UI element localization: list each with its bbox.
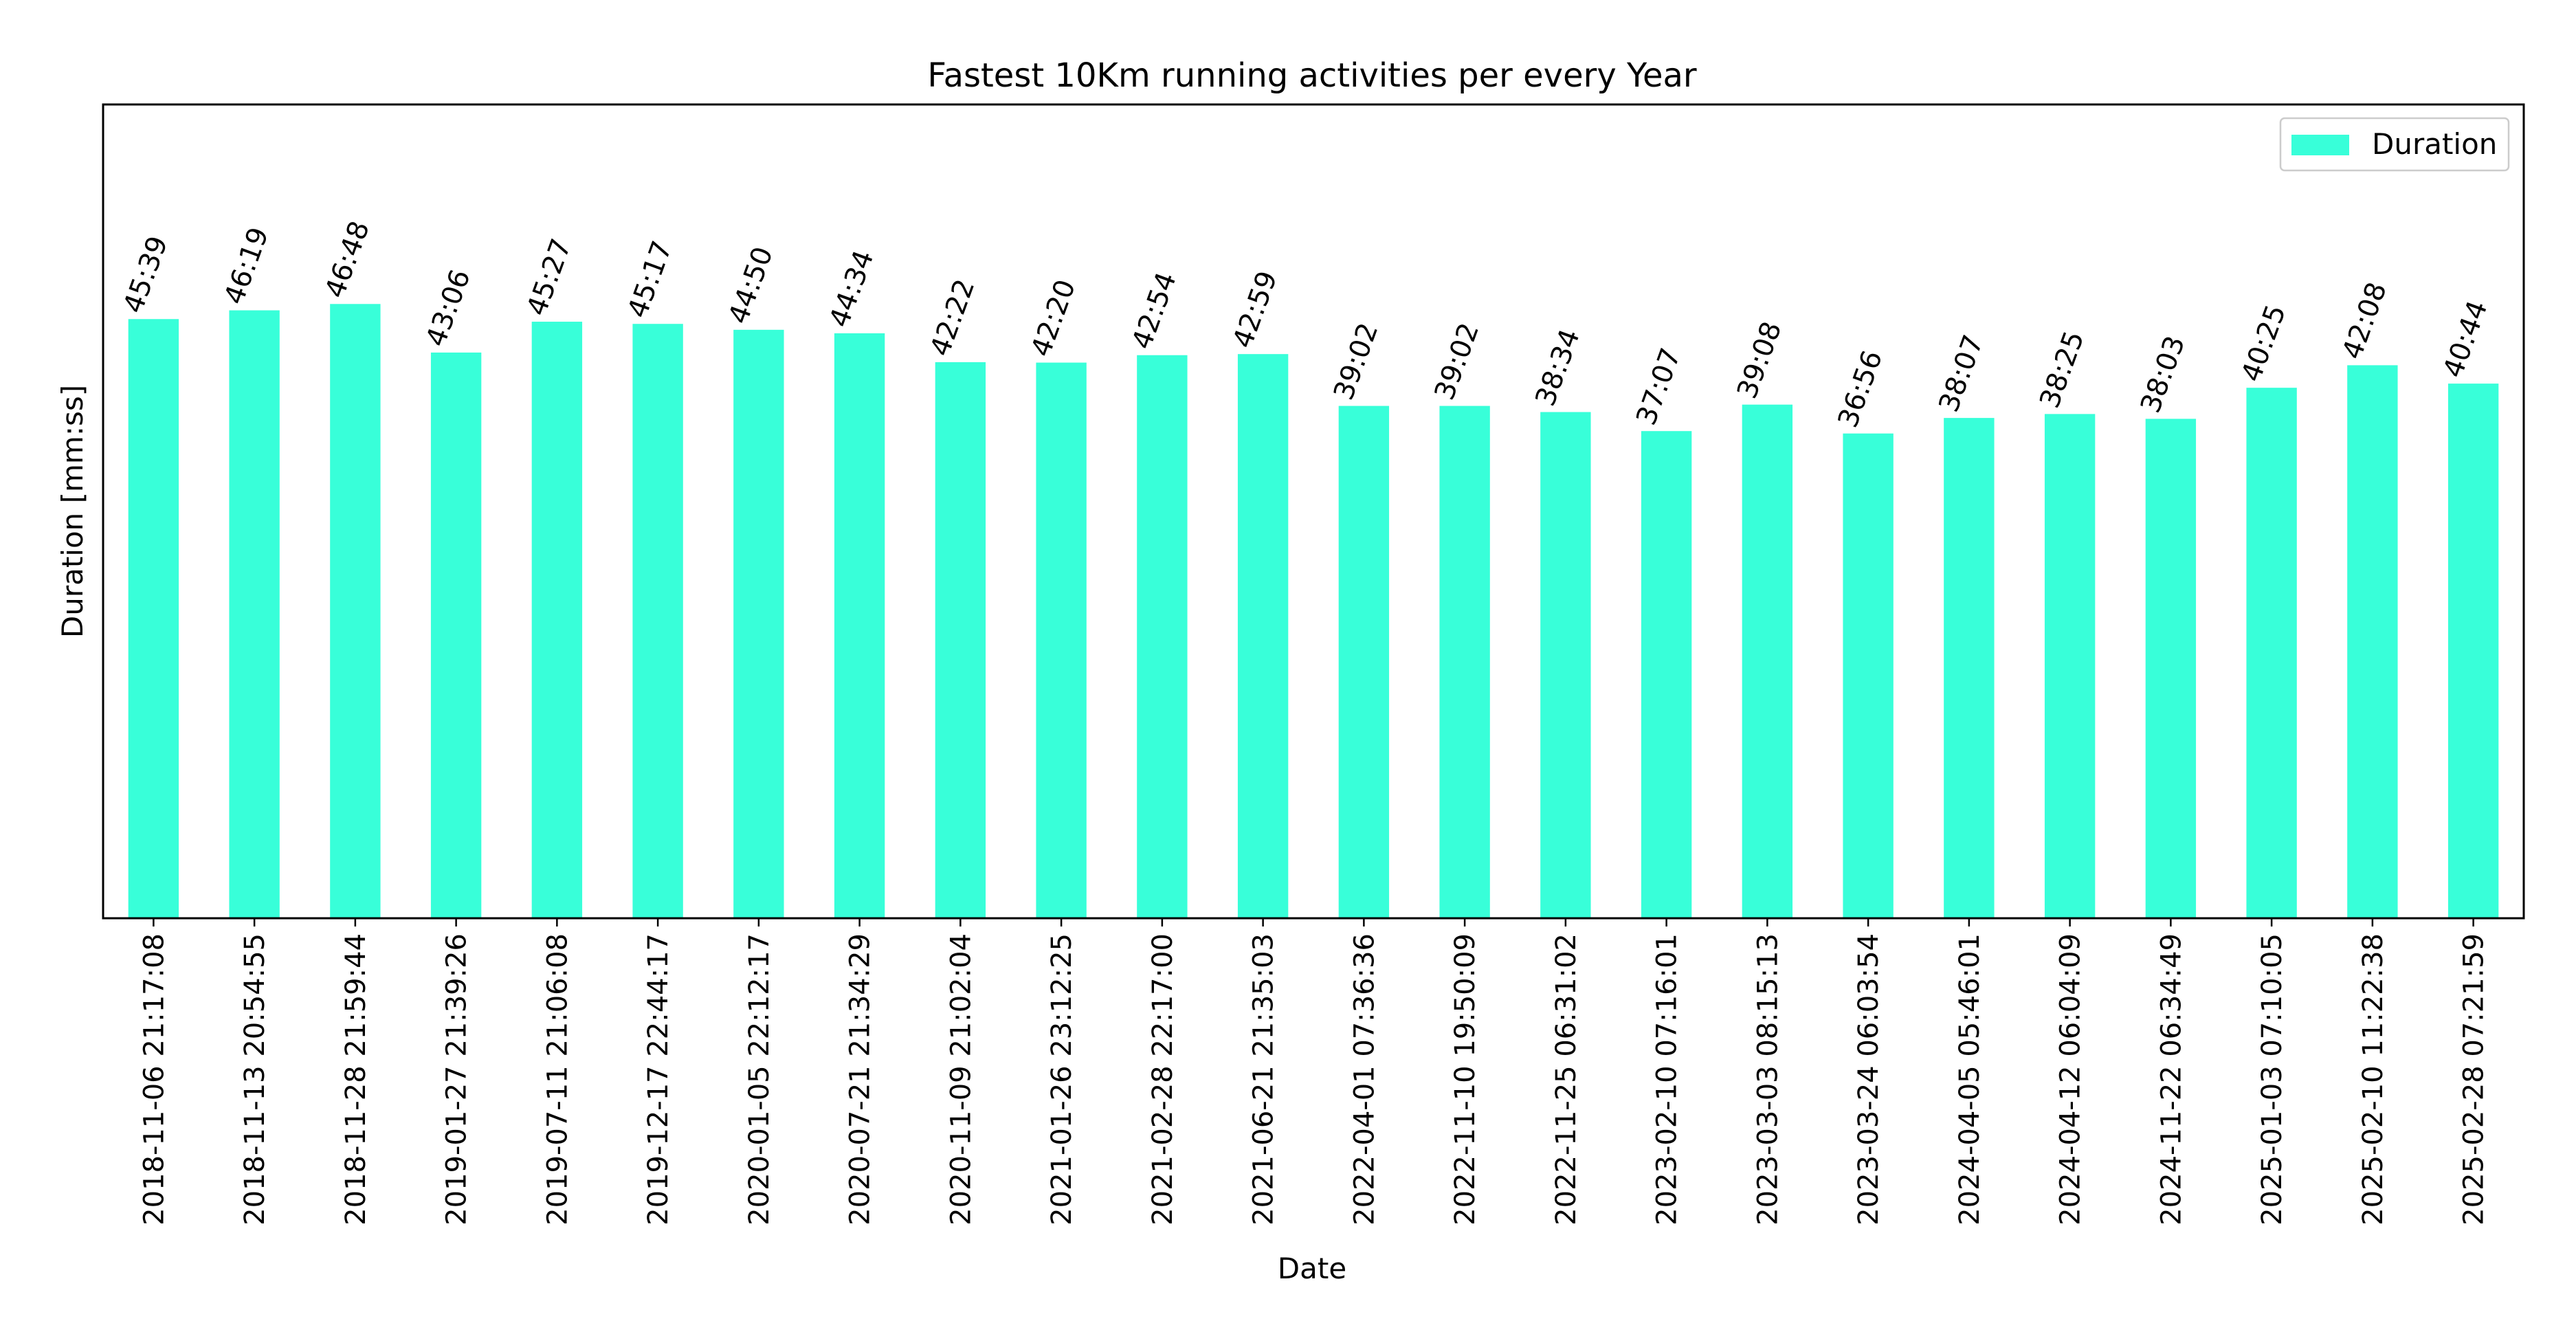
bar-data-label: 39:02 xyxy=(1429,319,1486,404)
bar xyxy=(1944,418,1995,918)
bar xyxy=(430,352,482,918)
x-tick-label: 2025-02-28 07:21:59 xyxy=(2458,933,2490,1225)
x-tick-label: 2022-04-01 07:36:36 xyxy=(1348,933,1380,1225)
bar xyxy=(1237,354,1289,918)
bar-data-label: 44:34 xyxy=(823,246,880,331)
x-tick-label: 2023-03-03 08:15:13 xyxy=(1752,933,1784,1225)
x-tick-label: 2019-01-27 21:39:26 xyxy=(441,933,473,1225)
bar xyxy=(1742,404,1793,918)
bar-data-label: 42:08 xyxy=(2336,278,2393,364)
legend-box xyxy=(2279,117,2510,172)
x-tick-label: 2020-01-05 22:12:17 xyxy=(744,933,775,1225)
bar xyxy=(1439,406,1490,918)
x-tick-label: 2022-11-25 06:31:02 xyxy=(1551,933,1582,1225)
bar xyxy=(330,304,381,918)
x-tick-label: 2018-11-28 21:59:44 xyxy=(340,933,372,1225)
bar xyxy=(1137,355,1188,918)
bar-data-label: 39:08 xyxy=(1731,318,1788,403)
bar-data-label: 45:27 xyxy=(521,234,578,320)
bar xyxy=(632,324,683,919)
bar-data-label: 38:25 xyxy=(2034,327,2091,412)
x-tick-label: 2024-04-12 06:04:09 xyxy=(2055,933,2087,1225)
x-tick-label: 2021-01-26 23:12:25 xyxy=(1046,933,1078,1225)
plot-frame xyxy=(102,103,2525,920)
bar xyxy=(128,319,179,918)
bar-data-label: 42:20 xyxy=(1025,276,1082,361)
bar xyxy=(1036,362,1087,918)
x-tick-label: 2023-02-10 07:16:01 xyxy=(1652,933,1683,1225)
bars-layer: 45:39 46:19 46:48 43:06 45:27 45:17 44:50 44:34… xyxy=(118,217,2499,919)
bar xyxy=(1338,406,1390,918)
bar-data-label: 45:17 xyxy=(622,237,679,322)
x-tick-label: 2018-11-06 21:17:08 xyxy=(138,933,170,1225)
x-tick-label: 2018-11-13 20:54:55 xyxy=(239,933,271,1225)
bar-data-label: 44:50 xyxy=(722,243,779,328)
x-ticks-layer: 2018-11-06 21:17:08 2018-11-13 20:54:55 20… xyxy=(138,918,2490,1225)
x-tick-label: 2025-01-03 07:10:05 xyxy=(2256,933,2288,1225)
x-tick-label: 2023-03-24 06:03:54 xyxy=(1853,933,1885,1225)
bar-data-label: 36:56 xyxy=(1832,346,1889,432)
chart-title: Fastest 10Km running activities per ever… xyxy=(927,56,1697,95)
bar-data-label: 39:02 xyxy=(1328,319,1385,404)
bar xyxy=(2044,414,2096,918)
bar-data-label: 43:06 xyxy=(420,265,477,351)
y-axis-label: Duration [mm:ss] xyxy=(56,385,89,638)
bar-data-label: 40:44 xyxy=(2437,296,2494,381)
legend: Duration xyxy=(2279,117,2510,172)
x-tick-label: 2019-07-11 21:06:08 xyxy=(542,933,573,1225)
bar xyxy=(1540,412,1591,918)
bar-data-label: 46:19 xyxy=(219,223,276,309)
bar-data-label: 37:07 xyxy=(1630,344,1687,430)
bar xyxy=(2246,388,2297,918)
x-tick-label: 2021-06-21 21:35:03 xyxy=(1248,933,1280,1225)
bar-data-label: 45:39 xyxy=(118,232,175,318)
x-tick-label: 2024-11-22 06:34:49 xyxy=(2155,933,2187,1225)
bar-data-label: 38:07 xyxy=(1933,331,1990,416)
bar xyxy=(531,322,583,918)
x-axis-label: Date xyxy=(1278,1252,1346,1285)
bar-data-label: 42:22 xyxy=(924,275,981,360)
bar xyxy=(2347,365,2398,918)
bar xyxy=(935,362,986,918)
bar xyxy=(2447,384,2499,918)
bar-data-label: 40:25 xyxy=(2236,301,2293,386)
x-tick-label: 2020-11-09 21:02:04 xyxy=(945,933,977,1225)
bar-data-label: 38:03 xyxy=(2135,332,2192,417)
bar xyxy=(1641,431,1692,918)
bar-data-label: 42:59 xyxy=(1227,267,1284,353)
bar xyxy=(2145,419,2197,918)
bar-data-label: 38:34 xyxy=(1529,325,1586,410)
x-tick-label: 2024-04-05 05:46:01 xyxy=(1954,933,1986,1225)
bar xyxy=(733,329,784,918)
bar-data-label: 46:48 xyxy=(319,217,376,302)
legend-label: Duration xyxy=(2372,127,2497,161)
x-tick-label: 2019-12-17 22:44:17 xyxy=(643,933,674,1225)
x-tick-label: 2021-02-28 22:17:00 xyxy=(1147,933,1179,1225)
x-tick-label: 2025-02-10 11:22:38 xyxy=(2357,933,2389,1225)
x-tick-label: 2020-07-21 21:34:29 xyxy=(845,933,876,1225)
x-tick-label: 2022-11-10 19:50:09 xyxy=(1450,933,1481,1225)
bar xyxy=(834,333,885,919)
legend-swatch xyxy=(2291,135,2349,155)
bar xyxy=(229,310,280,918)
bar-data-label: 42:54 xyxy=(1126,268,1183,353)
bar xyxy=(1843,433,1894,918)
